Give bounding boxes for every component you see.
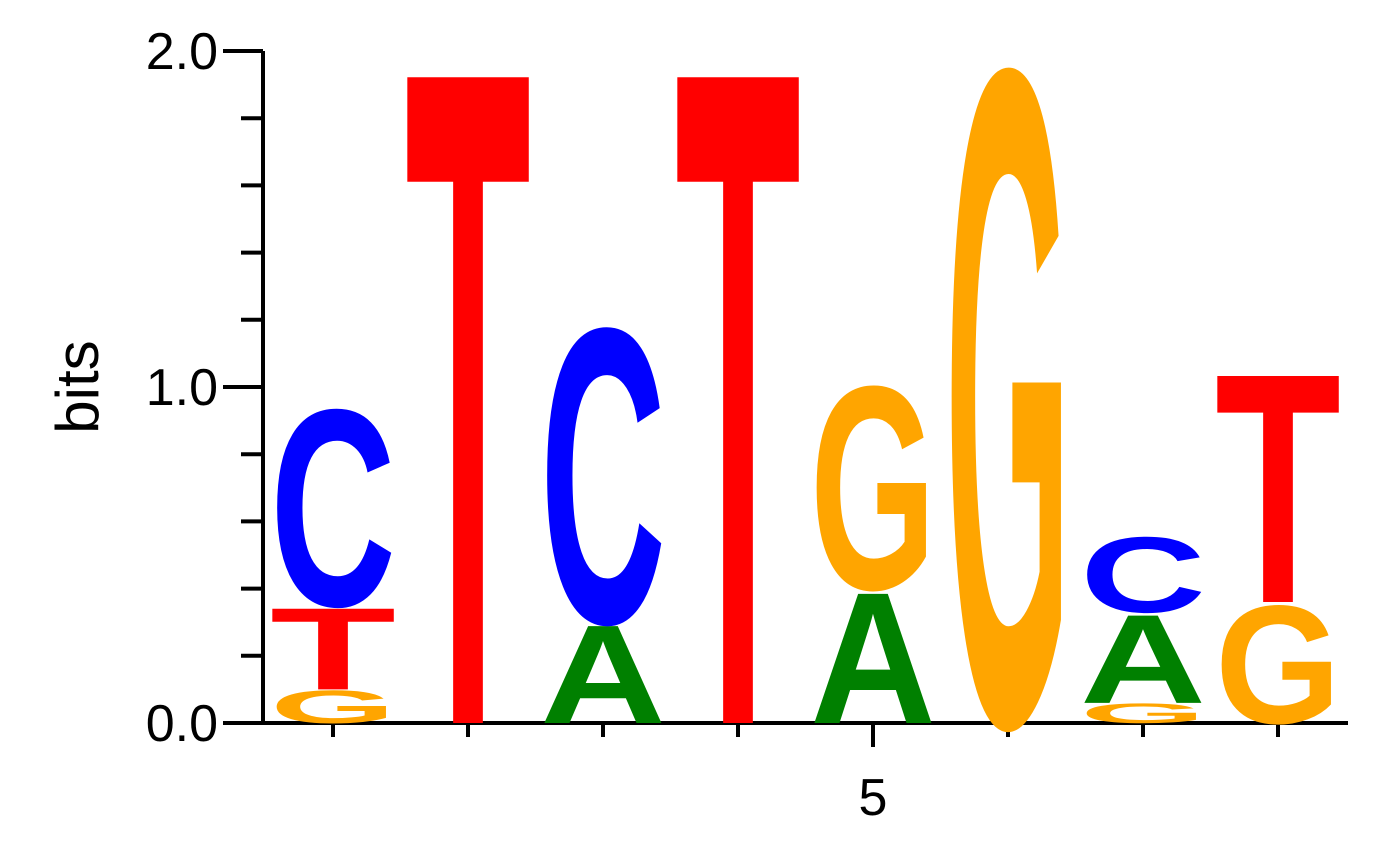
y-tick-label: 0.0 — [146, 695, 218, 753]
stack-position-2: T — [405, 0, 531, 842]
stack-position-5: AG — [810, 325, 936, 763]
letter-G: G — [810, 325, 936, 650]
letter-G: G — [270, 681, 396, 733]
stack-position-1: GTC — [270, 351, 396, 734]
y-axis-title: bits — [44, 340, 111, 433]
stack-position-3: AC — [540, 241, 666, 754]
stack-position-4: T — [675, 0, 801, 842]
x-tick-label: 5 — [859, 769, 888, 827]
letter-C: C — [540, 241, 666, 713]
letter-T: T — [1215, 306, 1341, 673]
y-tick-label: 2.0 — [146, 23, 218, 81]
letter-C: C — [270, 351, 396, 666]
letter-T: T — [405, 0, 531, 842]
letter-A: A — [1080, 589, 1206, 730]
stack-position-8: GT — [1215, 306, 1341, 760]
letter-G: G — [1080, 698, 1206, 729]
letter-A: A — [810, 554, 936, 763]
letter-T: T — [270, 583, 396, 714]
letter-G: G — [1215, 571, 1341, 760]
axes: 0.0 1.0 2.0 5 — [146, 23, 1348, 827]
letter-T: T — [675, 0, 801, 842]
y-tick-label: 1.0 — [146, 359, 218, 417]
stack-position-6: G — [945, 0, 1071, 842]
letter-A: A — [540, 595, 666, 753]
stack-position-7: GAC — [1080, 515, 1206, 731]
letter-C: C — [1080, 515, 1206, 636]
letter-G: G — [945, 0, 1071, 842]
letter-stacks: GTC T AC T AG G GAC GT — [270, 0, 1341, 842]
